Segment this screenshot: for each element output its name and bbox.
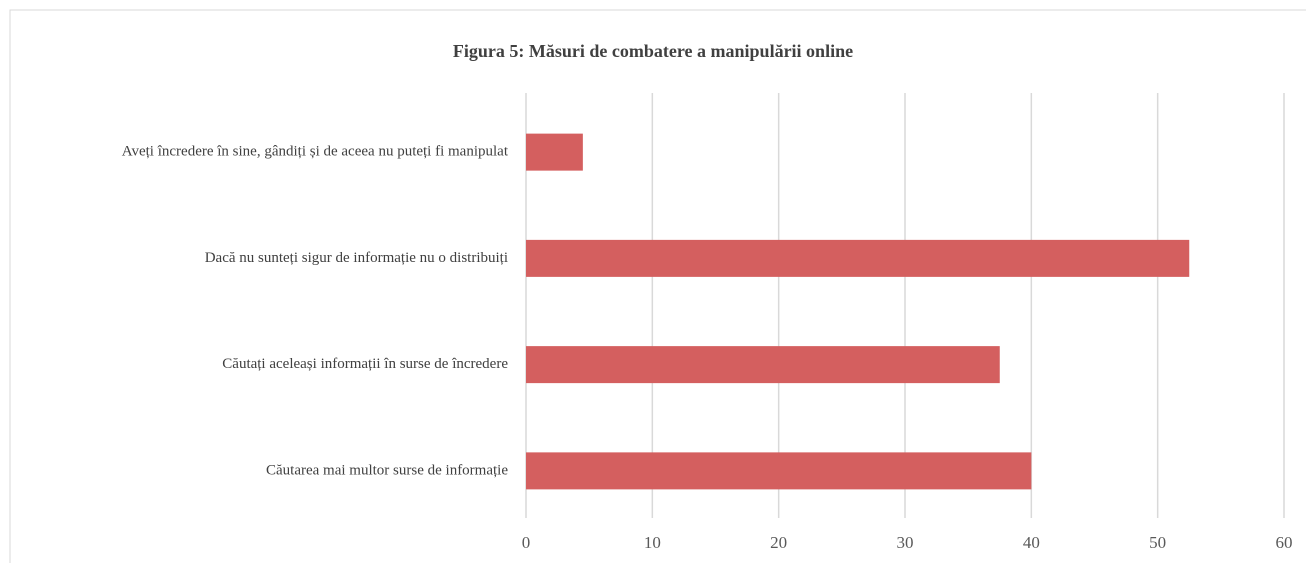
bar <box>526 239 1190 277</box>
y-tick-label: Căutarea mai multor surse de informație <box>266 462 508 478</box>
x-tick-label: 30 <box>897 533 914 552</box>
x-tick-label: 40 <box>1023 533 1040 552</box>
bar <box>526 133 583 171</box>
bar <box>526 346 1000 384</box>
x-tick-label: 20 <box>770 533 787 552</box>
x-tick-label: 50 <box>1149 533 1166 552</box>
x-tick-label: 0 <box>522 533 531 552</box>
x-tick-label: 60 <box>1276 533 1293 552</box>
bar <box>526 452 1032 490</box>
chart-title: Figura 5: Măsuri de combatere a manipulă… <box>453 41 853 61</box>
y-tick-label: Aveți încredere în sine, gândiți și de a… <box>122 144 509 160</box>
x-tick-label: 10 <box>644 533 661 552</box>
chart-border <box>9 9 1306 563</box>
y-tick-label: Dacă nu sunteți sigur de informație nu o… <box>205 250 508 266</box>
y-tick-label: Căutați aceleași informații în surse de … <box>222 356 508 372</box>
